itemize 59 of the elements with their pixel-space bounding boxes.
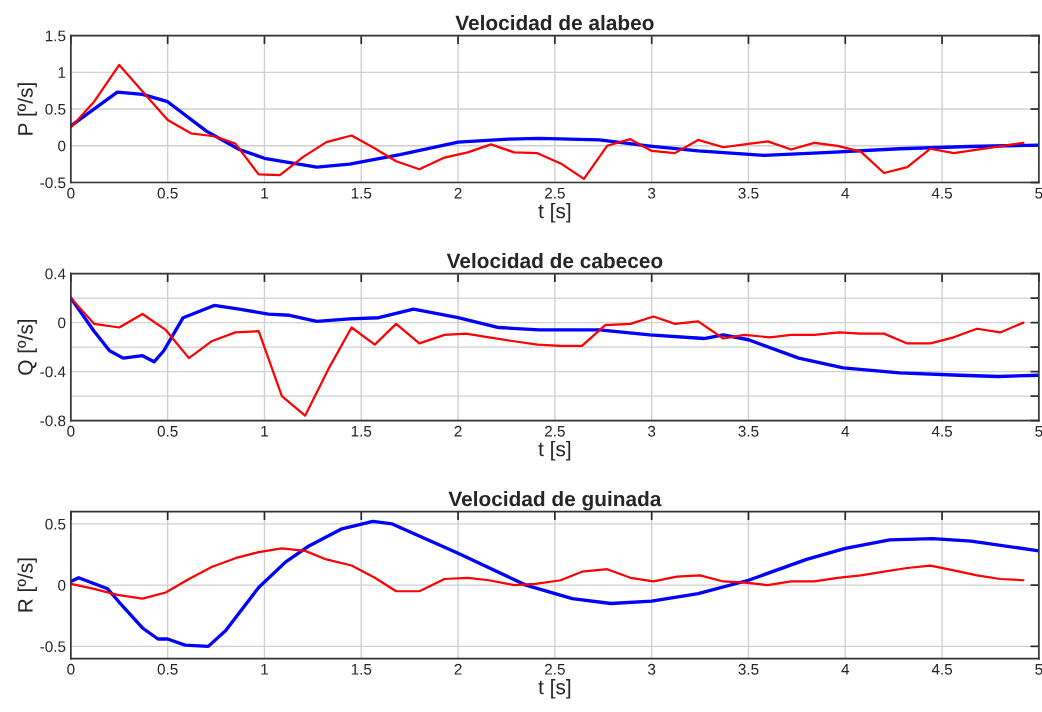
x-tick-label: 4 xyxy=(841,187,850,199)
x-tick-label: 3.5 xyxy=(738,425,759,437)
x-tick-label: 4 xyxy=(841,664,850,675)
x-tick-label: 1.5 xyxy=(351,425,372,437)
x-tick-label: 2.5 xyxy=(545,425,565,437)
x-axis-title: t [s] xyxy=(538,203,571,223)
x-tick-label: 4.5 xyxy=(931,664,953,675)
x-tick-label: 5 xyxy=(1035,187,1042,199)
x-tick-label: 4 xyxy=(841,425,850,437)
line-series xyxy=(70,519,1039,649)
y-tick-label: -0.4 xyxy=(40,366,66,378)
x-axis-title: t [s] xyxy=(538,679,571,699)
y-axis-title: R [º/s] xyxy=(17,558,37,612)
x-tick-label: 2.5 xyxy=(545,663,565,675)
x-tick-label: 3 xyxy=(648,425,656,437)
x-tick-label: 3 xyxy=(648,187,656,199)
x-tick-label: 2 xyxy=(454,187,462,199)
line-series xyxy=(70,63,1025,180)
x-tick-label: 3.5 xyxy=(738,187,759,199)
chart-title: Velocidad de guinada xyxy=(448,491,662,511)
line-series xyxy=(70,297,1025,417)
x-tick-label: 4.5 xyxy=(931,425,953,437)
x-tick-label: 1 xyxy=(261,664,268,675)
x-tick-label: 1.5 xyxy=(351,664,372,675)
x-axis-title: t [s] xyxy=(538,441,571,461)
y-tick-label: 0.5 xyxy=(45,103,66,115)
y-axis-title: P [º/s] xyxy=(17,83,37,135)
chart-title: Velocidad de cabeceo xyxy=(446,252,663,269)
chart-title: Velocidad de alabeo xyxy=(455,14,654,31)
line-series xyxy=(70,90,1039,169)
x-tick-label: 3 xyxy=(648,663,656,675)
y-tick-label: 1.5 xyxy=(45,30,66,42)
y-tick-label: 1 xyxy=(58,67,66,78)
x-tick-label: 3.5 xyxy=(738,663,759,675)
y-tick-label: 0.4 xyxy=(45,268,66,280)
x-tick-label: 0.5 xyxy=(157,663,178,675)
x-tick-label: 0 xyxy=(67,187,75,199)
y-tick-label: 0 xyxy=(58,140,66,152)
x-tick-label: 4.5 xyxy=(931,187,953,199)
y-tick-label: 0.5 xyxy=(45,518,66,530)
y-tick-label: -0.5 xyxy=(40,177,66,189)
y-tick-label: -0.5 xyxy=(40,641,66,653)
x-tick-label: 5 xyxy=(1035,664,1042,675)
x-tick-label: 2 xyxy=(454,663,462,675)
x-tick-label: 0.5 xyxy=(157,187,178,199)
x-tick-label: 5 xyxy=(1035,425,1042,437)
x-tick-label: 1 xyxy=(261,425,268,437)
line-series xyxy=(70,547,1025,600)
y-axis-title: Q [º/s] xyxy=(17,319,37,375)
x-tick-label: 1 xyxy=(261,187,268,199)
x-tick-label: 2.5 xyxy=(545,187,565,199)
y-tick-label: 0 xyxy=(58,317,66,329)
x-tick-label: 0 xyxy=(67,425,75,437)
x-tick-label: 2 xyxy=(454,425,462,437)
x-tick-label: 0 xyxy=(67,663,75,675)
y-tick-label: 0 xyxy=(58,580,66,591)
x-tick-label: 1.5 xyxy=(351,187,372,199)
x-tick-label: 0.5 xyxy=(157,425,178,437)
y-tick-label: -0.8 xyxy=(40,415,66,427)
